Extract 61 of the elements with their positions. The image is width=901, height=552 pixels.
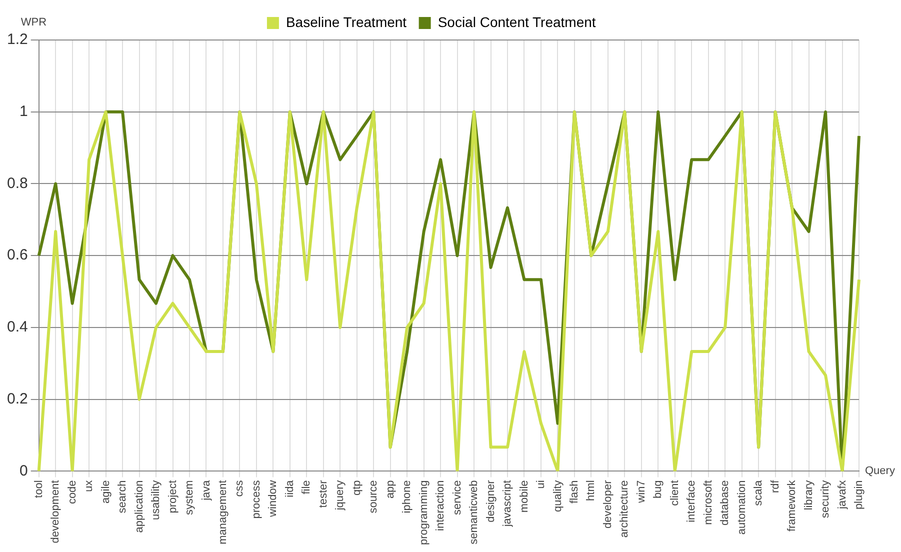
x-tick-label: iphone bbox=[401, 480, 414, 514]
x-tick-label: javafx bbox=[836, 480, 848, 510]
x-tick-label: tester bbox=[317, 480, 330, 508]
x-tick-label: client bbox=[668, 480, 681, 506]
x-tick-label: tool bbox=[32, 480, 45, 498]
x-tick-label: jquery bbox=[334, 480, 346, 512]
x-tick-label: qtp bbox=[350, 480, 363, 496]
x-tick-label: app bbox=[384, 480, 396, 499]
x-tick-label: mobile bbox=[518, 480, 530, 513]
y-tick-label: 0.8 bbox=[6, 174, 28, 192]
x-tick-label: microsoft bbox=[702, 480, 714, 525]
x-tick-label: win7 bbox=[635, 480, 648, 504]
x-tick-label: agile bbox=[100, 480, 112, 504]
x-tick-label: security bbox=[820, 480, 832, 518]
x-tick-label: scala bbox=[752, 479, 765, 506]
x-tick-label: code bbox=[66, 480, 78, 504]
x-tick-label: project bbox=[166, 480, 179, 514]
x-tick-label: bug bbox=[652, 480, 664, 499]
x-tick-label: quality bbox=[552, 480, 564, 512]
x-tick-label: iida bbox=[284, 479, 296, 498]
y-tick-label: 0.6 bbox=[6, 246, 28, 264]
y-axis-title: WPR bbox=[20, 16, 47, 29]
x-axis-title: Query bbox=[865, 465, 896, 478]
x-tick-label: automation bbox=[736, 480, 748, 535]
y-tick-label: 0 bbox=[20, 462, 28, 480]
x-tick-label: interaction bbox=[434, 480, 447, 531]
x-tick-label: file bbox=[300, 480, 313, 494]
x-tick-label: flash bbox=[568, 480, 580, 504]
x-tick-label: usability bbox=[150, 480, 162, 520]
x-tick-label: system bbox=[184, 480, 196, 516]
legend-label: Baseline Treatment bbox=[286, 14, 407, 30]
x-tick-label: plugin bbox=[853, 480, 866, 510]
y-tick-label: 1 bbox=[20, 103, 28, 120]
x-tick-label: database bbox=[719, 480, 732, 526]
x-tick-label: source bbox=[368, 480, 380, 514]
x-tick-label: javascript bbox=[502, 480, 514, 528]
x-tick-label: library bbox=[802, 480, 815, 510]
x-tick-label: designer bbox=[484, 480, 497, 522]
x-tick-label: architecture bbox=[618, 480, 631, 538]
x-tick-label: css bbox=[234, 480, 246, 497]
x-tick-label: html bbox=[585, 480, 598, 501]
x-tick-label: ui bbox=[535, 480, 548, 489]
y-tick-label: 0.4 bbox=[6, 318, 28, 336]
legend-label: Social Content Treatment bbox=[438, 14, 596, 30]
x-tick-label: interface bbox=[686, 480, 698, 522]
x-tick-label: service bbox=[451, 480, 464, 516]
x-tick-label: management bbox=[217, 480, 229, 544]
x-tick-label: developer bbox=[602, 480, 614, 529]
x-tick-label: programming bbox=[418, 480, 430, 546]
x-tick-label: application bbox=[133, 480, 146, 533]
y-tick-label: 0.2 bbox=[6, 390, 28, 408]
x-tick-label: rdf bbox=[769, 479, 782, 494]
x-tick-label: semanticweb bbox=[468, 480, 480, 544]
x-tick-label: window bbox=[267, 480, 280, 518]
x-tick-label: framework bbox=[786, 480, 798, 532]
x-tick-label: search bbox=[116, 480, 129, 514]
x-tick-label: development bbox=[50, 480, 62, 544]
x-tick-label: ux bbox=[83, 480, 96, 492]
y-tick-label: 1.2 bbox=[6, 31, 28, 48]
x-tick-label: process bbox=[250, 480, 262, 519]
x-tick-label: java bbox=[200, 479, 212, 502]
